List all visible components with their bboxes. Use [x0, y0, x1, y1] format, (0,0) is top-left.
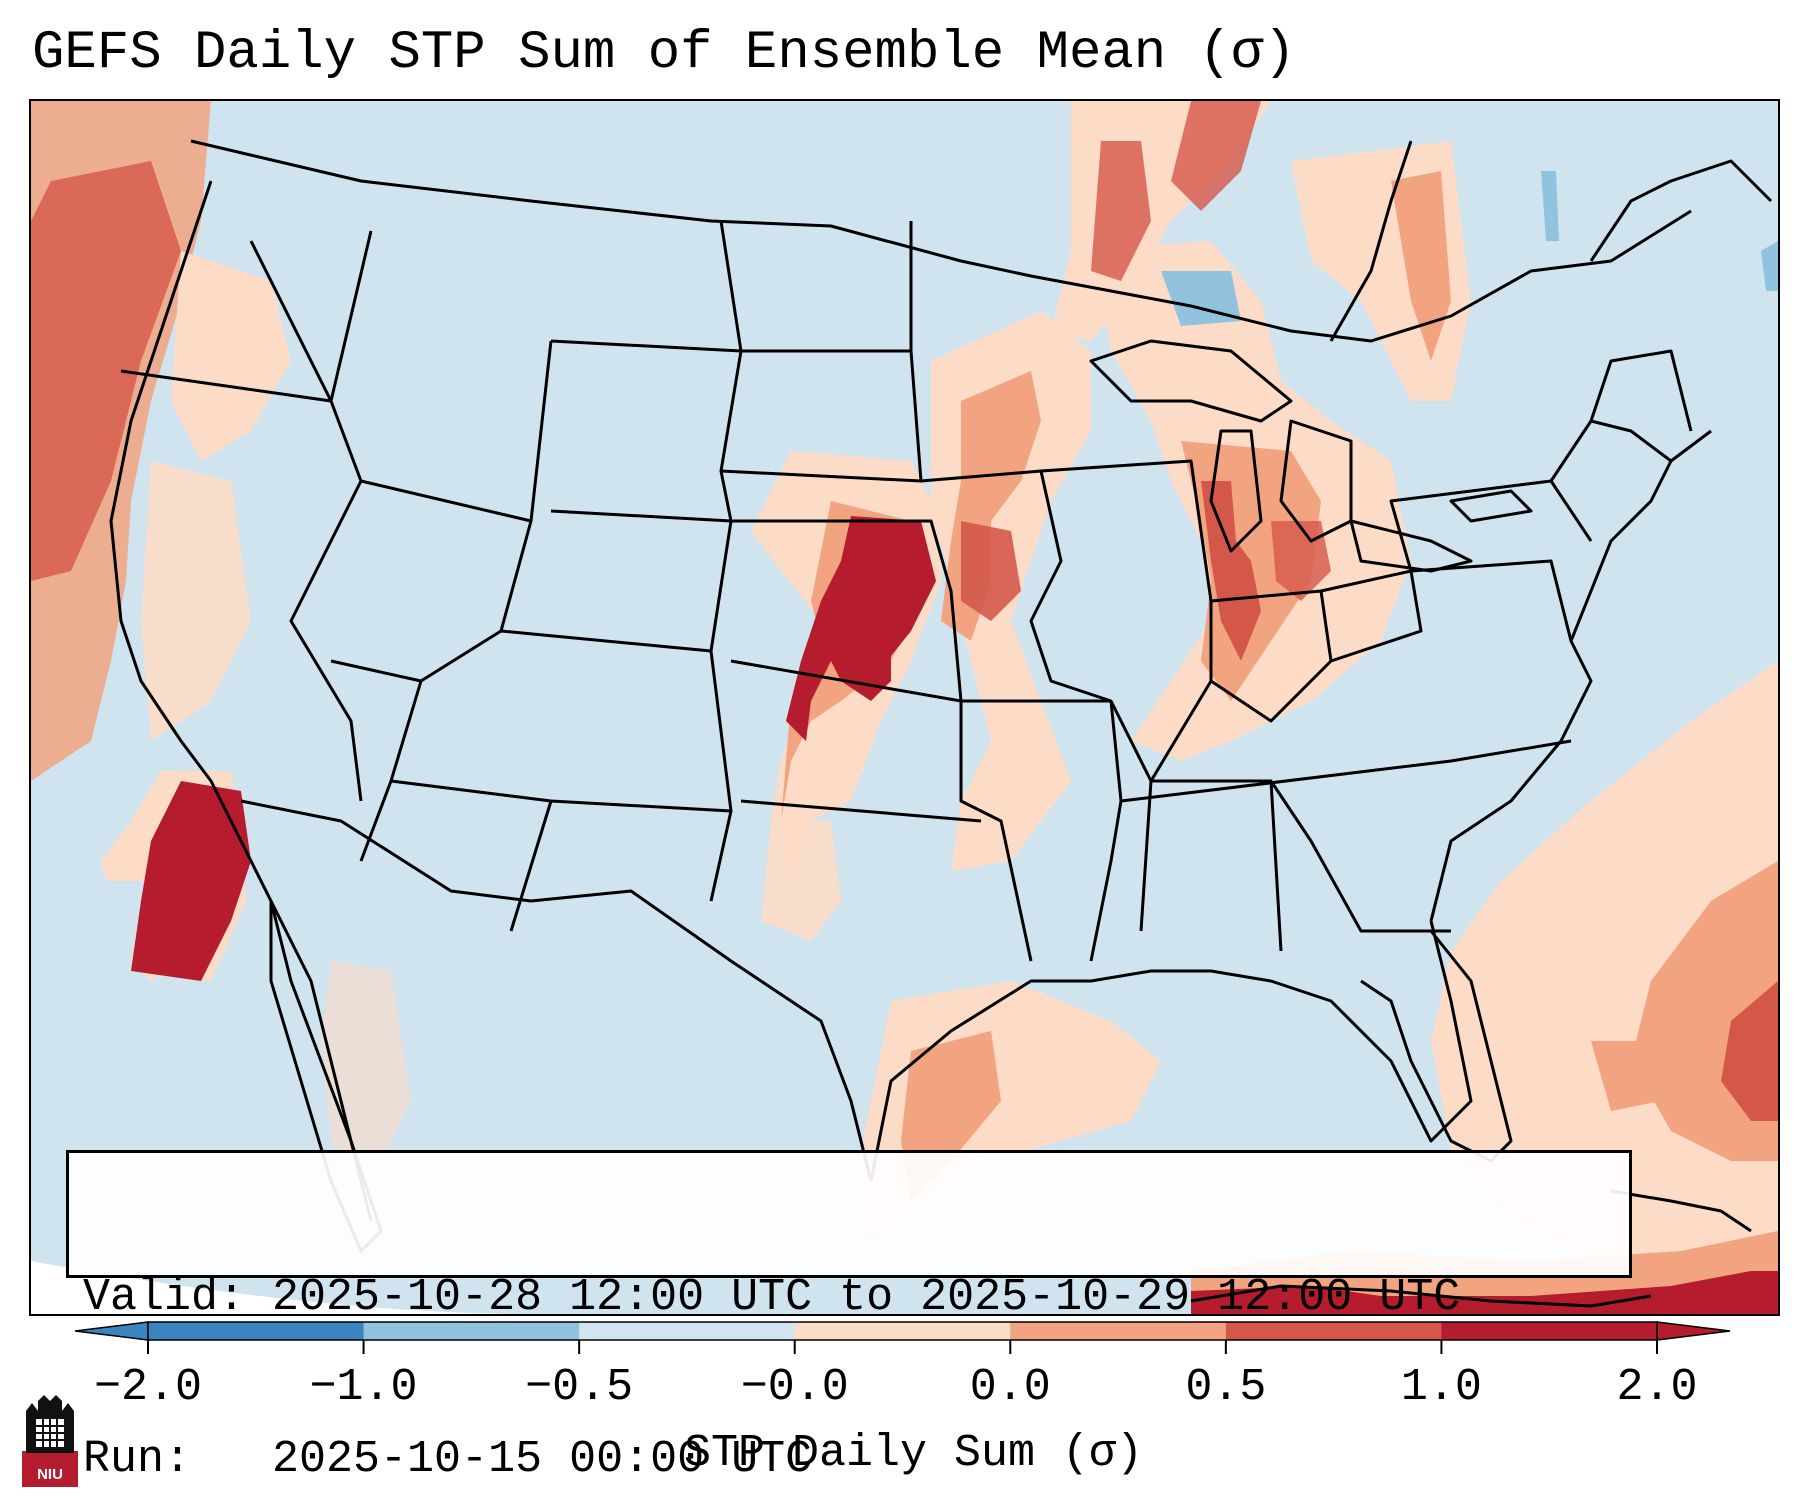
cuba	[1190, 1284, 1652, 1308]
niu-logo-icon	[22, 1395, 78, 1487]
figure-title: GEFS Daily STP Sum of Ensemble Mean (σ)	[32, 23, 1296, 84]
stp-anomaly-map	[31, 101, 1778, 1314]
colorbar-segment	[363, 1322, 580, 1340]
anomaly-region	[1271, 521, 1331, 601]
lake-erie	[1349, 519, 1473, 573]
coast-pacific	[109, 180, 373, 1222]
colorbar-frame	[147, 1321, 1658, 1341]
lake-michigan	[1209, 429, 1263, 553]
coast-gulf	[869, 920, 1473, 1182]
state-lines-west	[330, 340, 733, 683]
valid-run-info-box: Valid: 2025-10-28 12:00 UTC to 2025-10-2…	[66, 1150, 1632, 1485]
canada-provinces	[1329, 140, 1773, 342]
colorbar-segment	[148, 1322, 365, 1340]
michigan-lower	[1279, 419, 1353, 543]
colorbar-segment	[579, 1322, 796, 1340]
run-time-text: Run: 2025-10-15 00:00 UTC	[83, 1434, 813, 1485]
lake-ontario	[1449, 489, 1533, 523]
colorbar-tick-label: 0.0	[969, 1362, 1051, 1413]
anomaly-region	[1761, 241, 1778, 291]
state-lines-plains	[719, 470, 1033, 962]
colorbar-tick-label: 0.5	[1185, 1362, 1267, 1413]
niu-logo: NIU	[22, 1393, 78, 1487]
caribbean-islands	[1610, 1189, 1752, 1233]
colorbar-segment	[1225, 1322, 1442, 1340]
anomaly-region	[1391, 171, 1451, 361]
anomaly-region	[786, 516, 936, 741]
anomaly-region	[961, 521, 1021, 621]
colorbar-tick-label: −0.0	[740, 1362, 849, 1413]
anomaly-region	[1191, 1271, 1778, 1314]
niu-logo-text: NIU	[37, 1466, 63, 1483]
anomaly-region	[131, 781, 251, 981]
anomaly-region	[31, 161, 181, 581]
border-canada	[190, 139, 1692, 343]
colorbar-segment	[1010, 1322, 1227, 1340]
colorbar-tick-label: −0.5	[525, 1362, 634, 1413]
anomaly-region	[1591, 1041, 1661, 1111]
state-lines-east	[1040, 459, 1572, 952]
anomaly-region	[1171, 101, 1261, 211]
map-panel	[29, 99, 1780, 1316]
anomaly-region	[1201, 481, 1261, 661]
colorbar-tick-label: −2.0	[93, 1362, 203, 1413]
colorbar-segment	[794, 1322, 1011, 1340]
anomaly-field	[31, 101, 1778, 1314]
colorbar-tick-label: 2.0	[1616, 1362, 1698, 1413]
border-mexico	[240, 799, 873, 1182]
political-boundaries	[109, 139, 1773, 1308]
colorbar	[74, 1321, 1731, 1354]
anomaly-region	[171, 251, 291, 461]
projection-edge	[31, 1261, 551, 1314]
state-lines-northeast	[1389, 349, 1693, 572]
state-lines-west	[120, 230, 373, 802]
state-lines-midwest	[920, 469, 1123, 962]
state-lines-southwest	[359, 650, 733, 932]
anomaly-region	[321, 961, 411, 1181]
valid-time-text: Valid: 2025-10-28 12:00 UTC to 2025-10-2…	[83, 1272, 1461, 1323]
lake-superior	[1089, 339, 1293, 423]
state-lines-plains	[550, 220, 923, 483]
state-lines-east	[1210, 559, 1573, 723]
anomaly-region	[1721, 981, 1778, 1121]
anomaly-region	[761, 821, 841, 941]
anomaly-region	[141, 461, 251, 741]
anomaly-region	[1541, 171, 1559, 241]
colorbar-segment	[1441, 1322, 1658, 1340]
colorbar-tick-label: 1.0	[1400, 1362, 1482, 1413]
colorbar-extend-max	[1656, 1321, 1731, 1341]
anomaly-region	[1091, 141, 1151, 281]
colorbar-label: STP Daily Sum (σ)	[683, 1428, 1144, 1479]
colorbar-tick-label: −1.0	[309, 1362, 418, 1413]
colorbar-extend-min	[74, 1321, 149, 1341]
